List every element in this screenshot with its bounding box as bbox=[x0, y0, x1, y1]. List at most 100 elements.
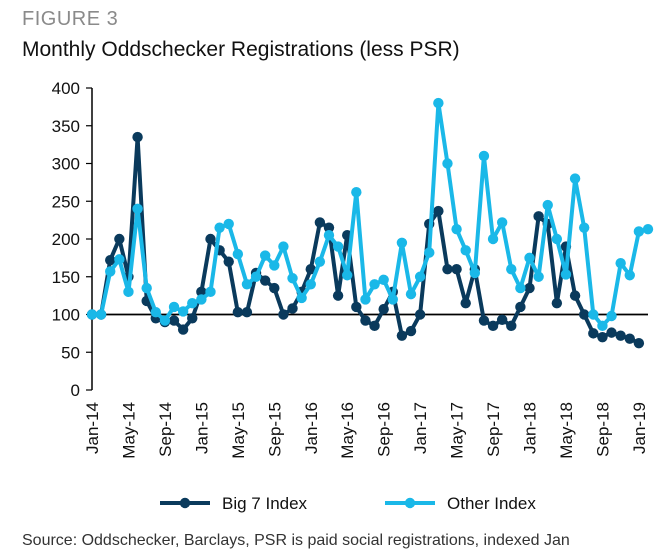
data-point-big7 bbox=[105, 254, 116, 266]
x-tick-label: May-18 bbox=[557, 402, 576, 459]
data-point-big7 bbox=[314, 217, 326, 228]
y-tick-label: 250 bbox=[52, 192, 80, 211]
y-tick-label: 150 bbox=[52, 268, 80, 287]
y-tick-label: 50 bbox=[61, 343, 80, 362]
data-point-big7 bbox=[569, 290, 581, 301]
data-point-big7 bbox=[132, 131, 143, 143]
data-point-other bbox=[387, 294, 398, 305]
data-point-other bbox=[624, 270, 635, 281]
data-point-other bbox=[460, 245, 471, 256]
data-point-other bbox=[123, 286, 134, 298]
data-point-big7 bbox=[305, 264, 316, 275]
data-point-big7 bbox=[405, 325, 417, 337]
data-point-big7 bbox=[588, 328, 599, 339]
x-tick-label: Sep-16 bbox=[375, 402, 394, 457]
legend-marker-big7 bbox=[179, 497, 191, 509]
data-point-other bbox=[533, 271, 544, 282]
data-point-big7 bbox=[487, 320, 499, 332]
data-point-other bbox=[414, 271, 426, 282]
x-tick-label: Jan-14 bbox=[83, 402, 102, 454]
data-point-other bbox=[396, 237, 408, 248]
data-point-other bbox=[278, 241, 289, 252]
data-point-big7 bbox=[378, 304, 389, 315]
x-tick-label: Sep-18 bbox=[593, 402, 612, 457]
data-point-other bbox=[95, 309, 107, 320]
data-point-other bbox=[405, 288, 417, 300]
data-point-other bbox=[578, 222, 590, 233]
data-point-big7 bbox=[205, 233, 216, 245]
data-point-big7 bbox=[114, 233, 125, 245]
data-point-big7 bbox=[232, 307, 244, 318]
data-point-other bbox=[542, 199, 553, 211]
data-point-other bbox=[114, 254, 125, 265]
data-point-big7 bbox=[433, 205, 444, 217]
x-tick-label: Jan-15 bbox=[192, 402, 211, 454]
data-point-other bbox=[633, 226, 645, 237]
data-point-other bbox=[259, 250, 271, 261]
data-point-other bbox=[241, 279, 253, 290]
data-point-big7 bbox=[196, 286, 207, 298]
y-tick-label: 300 bbox=[52, 155, 80, 174]
data-point-other bbox=[250, 271, 262, 282]
data-point-other bbox=[496, 217, 508, 228]
data-point-big7 bbox=[369, 320, 380, 332]
series-line-other bbox=[92, 101, 649, 328]
data-point-other bbox=[351, 186, 362, 198]
x-tick-label: Sep-15 bbox=[265, 402, 284, 457]
data-point-big7 bbox=[615, 330, 626, 341]
data-point-other bbox=[360, 294, 371, 305]
x-tick-label: Sep-14 bbox=[156, 402, 175, 457]
x-tick-label: Sep-17 bbox=[484, 402, 503, 457]
data-point-big7 bbox=[524, 282, 535, 294]
data-point-other bbox=[569, 173, 581, 184]
chart-title: Monthly Oddschecker Registrations (less … bbox=[22, 38, 460, 61]
data-point-other bbox=[159, 315, 171, 326]
data-point-big7 bbox=[332, 290, 344, 301]
y-tick-label: 0 bbox=[71, 381, 80, 400]
data-point-other bbox=[305, 279, 316, 290]
data-point-other bbox=[323, 230, 335, 241]
x-tick-label: Jan-19 bbox=[630, 402, 649, 454]
data-point-big7 bbox=[633, 337, 645, 349]
x-tick-label: Jan-17 bbox=[411, 402, 430, 454]
data-point-big7 bbox=[177, 324, 189, 335]
data-point-big7 bbox=[460, 297, 471, 309]
data-point-other bbox=[606, 310, 617, 322]
data-point-big7 bbox=[506, 320, 517, 332]
data-point-other bbox=[442, 158, 453, 169]
data-point-other bbox=[642, 223, 654, 235]
x-tick-label: May-14 bbox=[119, 402, 138, 459]
line-chart: 0 50 100 150 200 250 300 350 400 Jan-14 May-14 Sep-… bbox=[52, 79, 654, 513]
data-point-big7 bbox=[187, 313, 198, 324]
data-point-other bbox=[478, 150, 490, 162]
data-point-other bbox=[214, 222, 225, 233]
data-point-other bbox=[150, 307, 162, 318]
data-point-big7 bbox=[414, 309, 426, 320]
data-point-other bbox=[141, 282, 152, 294]
data-point-big7 bbox=[360, 315, 371, 326]
data-point-big7 bbox=[515, 301, 526, 313]
data-point-other bbox=[378, 274, 389, 285]
data-point-other bbox=[105, 266, 116, 277]
data-point-other bbox=[287, 273, 298, 284]
data-point-other bbox=[314, 256, 326, 267]
data-point-other bbox=[588, 309, 599, 320]
data-point-big7 bbox=[278, 309, 289, 320]
data-point-other bbox=[177, 306, 189, 317]
data-point-other bbox=[469, 267, 481, 279]
data-point-other bbox=[86, 309, 98, 320]
data-point-big7 bbox=[478, 315, 490, 326]
figure-label: FIGURE 3 bbox=[22, 8, 119, 30]
data-point-other bbox=[424, 247, 435, 258]
data-point-big7 bbox=[624, 333, 635, 344]
data-point-other bbox=[369, 279, 380, 290]
data-point-other bbox=[515, 282, 526, 294]
data-point-big7 bbox=[578, 309, 590, 320]
data-point-other bbox=[506, 264, 517, 275]
data-point-other bbox=[205, 286, 216, 298]
legend-label-big7: Big 7 Index bbox=[222, 494, 308, 513]
data-point-other bbox=[196, 294, 207, 305]
data-point-big7 bbox=[259, 275, 271, 286]
data-point-big7 bbox=[597, 331, 608, 343]
data-point-big7 bbox=[269, 282, 280, 294]
